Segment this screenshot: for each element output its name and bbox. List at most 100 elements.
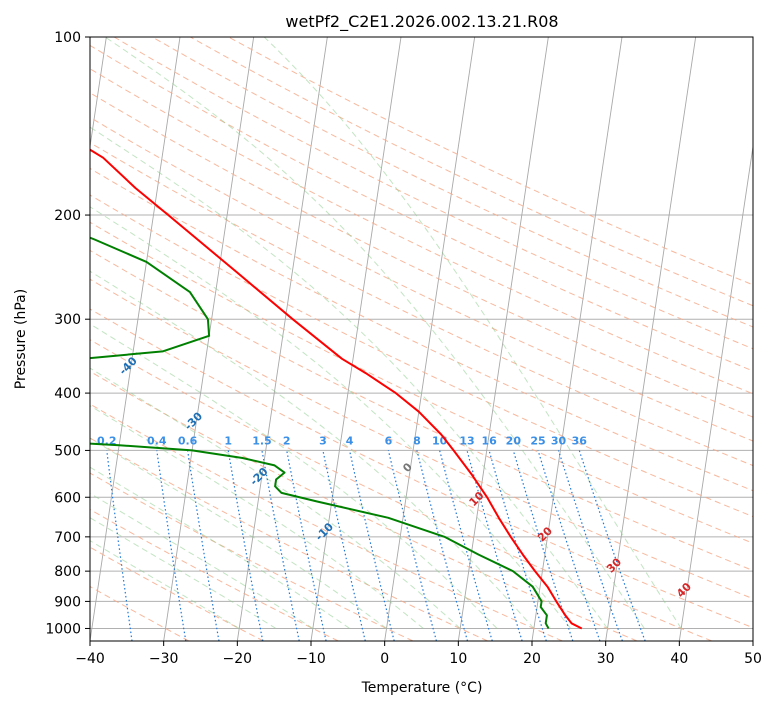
- mixing-ratio-line: [512, 450, 574, 641]
- y-tick-label: 900: [54, 594, 81, 610]
- x-axis-ticks: −40 −30 −20 −10 0 10 20 30 40 50: [75, 641, 762, 667]
- isotherm-line: [310, 37, 402, 641]
- dry-adiabat-line: [90, 403, 563, 641]
- y-tick-label: 800: [54, 564, 81, 580]
- mixing-ratio-line: [439, 450, 493, 641]
- plot-background-lines: [90, 37, 753, 641]
- isotherm-label: -40: [117, 354, 140, 377]
- y-tick-label: 100: [54, 30, 81, 46]
- isotherm-line: [678, 143, 753, 641]
- dry-adiabat-line: [90, 142, 753, 467]
- moist-adiabat-line: [90, 540, 240, 629]
- mixing-ratio-label: 6: [385, 434, 393, 447]
- moist-adiabat-line: [90, 492, 314, 629]
- isotherm-line: [384, 37, 476, 641]
- dry-adiabat-line: [90, 44, 753, 372]
- isotherm-line: [236, 37, 328, 641]
- y-tick-label: 500: [54, 443, 81, 459]
- mixing-ratio-line: [187, 450, 220, 641]
- y-tick-label: 700: [54, 530, 81, 546]
- x-axis-title: Temperature (°C): [361, 680, 483, 696]
- dry-adiabat-line: [90, 339, 712, 641]
- isotherm-label: 0: [400, 460, 415, 475]
- y-tick-label: 200: [54, 208, 81, 224]
- dry-adiabat-line: [90, 68, 753, 395]
- x-tick-label: −10: [296, 651, 326, 667]
- profile-lines: [90, 148, 583, 630]
- x-tick-label: −20: [223, 651, 253, 667]
- moist-adiabat-line: [104, 37, 645, 629]
- isotherm-line: [90, 37, 181, 641]
- dry-adiabat-line: [151, 37, 753, 328]
- dry-adiabat-line: [90, 278, 753, 600]
- isotherm-line: [163, 37, 255, 641]
- moist-adiabat-line: [90, 466, 350, 629]
- moist-adiabat-line: [263, 37, 682, 629]
- mixing-ratio-label: 8: [413, 434, 421, 447]
- mixing-ratio-label: 0.6: [178, 434, 198, 447]
- moist-adiabat-line: [90, 517, 277, 629]
- temperature-line: [90, 148, 583, 630]
- moist-adiabat-line: [90, 437, 387, 629]
- mixing-ratio-line: [156, 450, 187, 641]
- dry-adiabat-line: [90, 194, 753, 518]
- moist-adiabat-line: [90, 270, 535, 629]
- mixing-ratio-label: 3: [319, 434, 327, 447]
- y-tick-label: 600: [54, 490, 81, 506]
- mixing-ratio-label: 30: [551, 434, 567, 447]
- x-tick-label: −40: [75, 651, 105, 667]
- mixing-ratio-label: 0.4: [147, 434, 167, 447]
- mixing-ratio-label: 1.5: [252, 434, 272, 447]
- mixing-ratio-line: [578, 450, 646, 641]
- isotherm-line: [90, 37, 107, 150]
- mixing-ratio-line: [387, 450, 437, 641]
- mixing-ratio-line: [106, 450, 133, 641]
- mixing-ratio-label: 36: [572, 434, 588, 447]
- mixing-ratio-label: 20: [506, 434, 522, 447]
- dewpoint-line: [90, 236, 550, 629]
- mixing-ratio-line: [416, 450, 469, 641]
- isotherm-label: 40: [674, 580, 694, 600]
- y-tick-label: 300: [54, 312, 81, 328]
- mixing-ratio-label: 25: [530, 434, 545, 447]
- mixing-ratio-line: [322, 450, 366, 641]
- x-tick-label: 20: [523, 651, 541, 667]
- dry-adiabat-line: [90, 508, 339, 641]
- isotherm-label: -60: [0, 244, 9, 267]
- y-tick-label: 400: [54, 386, 81, 402]
- moist-adiabat-line: [90, 206, 572, 629]
- isotherm-label: 30: [604, 555, 624, 575]
- mixing-ratio-label: 13: [459, 434, 474, 447]
- dry-adiabat-line: [90, 308, 753, 629]
- mixing-ratio-line: [537, 450, 601, 641]
- mixing-ratio-line: [348, 450, 395, 641]
- x-tick-label: 50: [744, 651, 762, 667]
- isotherm-line: [605, 37, 697, 641]
- plot-line-labels: 0.10.20.40.611.52346810131620253036-100-…: [0, 244, 694, 600]
- mixing-ratio-label: 4: [346, 434, 354, 447]
- dry-adiabat-line: [113, 37, 753, 350]
- mixing-ratio-line: [557, 450, 623, 641]
- isotherm-line: [457, 37, 549, 641]
- isotherm-label: 20: [535, 524, 555, 544]
- dry-adiabat-line: [90, 221, 753, 544]
- dry-adiabat-line: [90, 546, 264, 641]
- moist-adiabat-line: [90, 323, 498, 629]
- dry-adiabat-line: [90, 472, 414, 641]
- mixing-ratio-label: 1: [224, 434, 232, 447]
- chart-title: wetPf2_C2E1.2026.002.13.21.R08: [285, 12, 558, 32]
- isotherm-line: [531, 37, 623, 641]
- moist-adiabat-line: [90, 367, 461, 629]
- x-tick-label: 10: [449, 651, 467, 667]
- y-axis-ticks: 100 200 300 400 500 600 700 800 900 1000: [45, 30, 90, 637]
- isotherm-label: -30: [182, 409, 205, 432]
- mixing-ratio-line: [466, 450, 523, 641]
- dry-adiabat-line: [90, 249, 753, 572]
- y-axis-title: Pressure (hPa): [13, 289, 29, 389]
- mixing-ratio-label: 2: [283, 434, 291, 447]
- x-tick-label: −30: [149, 651, 179, 667]
- isotherm-label: -10: [313, 520, 336, 543]
- dry-adiabat-line: [90, 116, 753, 442]
- x-tick-label: 40: [670, 651, 688, 667]
